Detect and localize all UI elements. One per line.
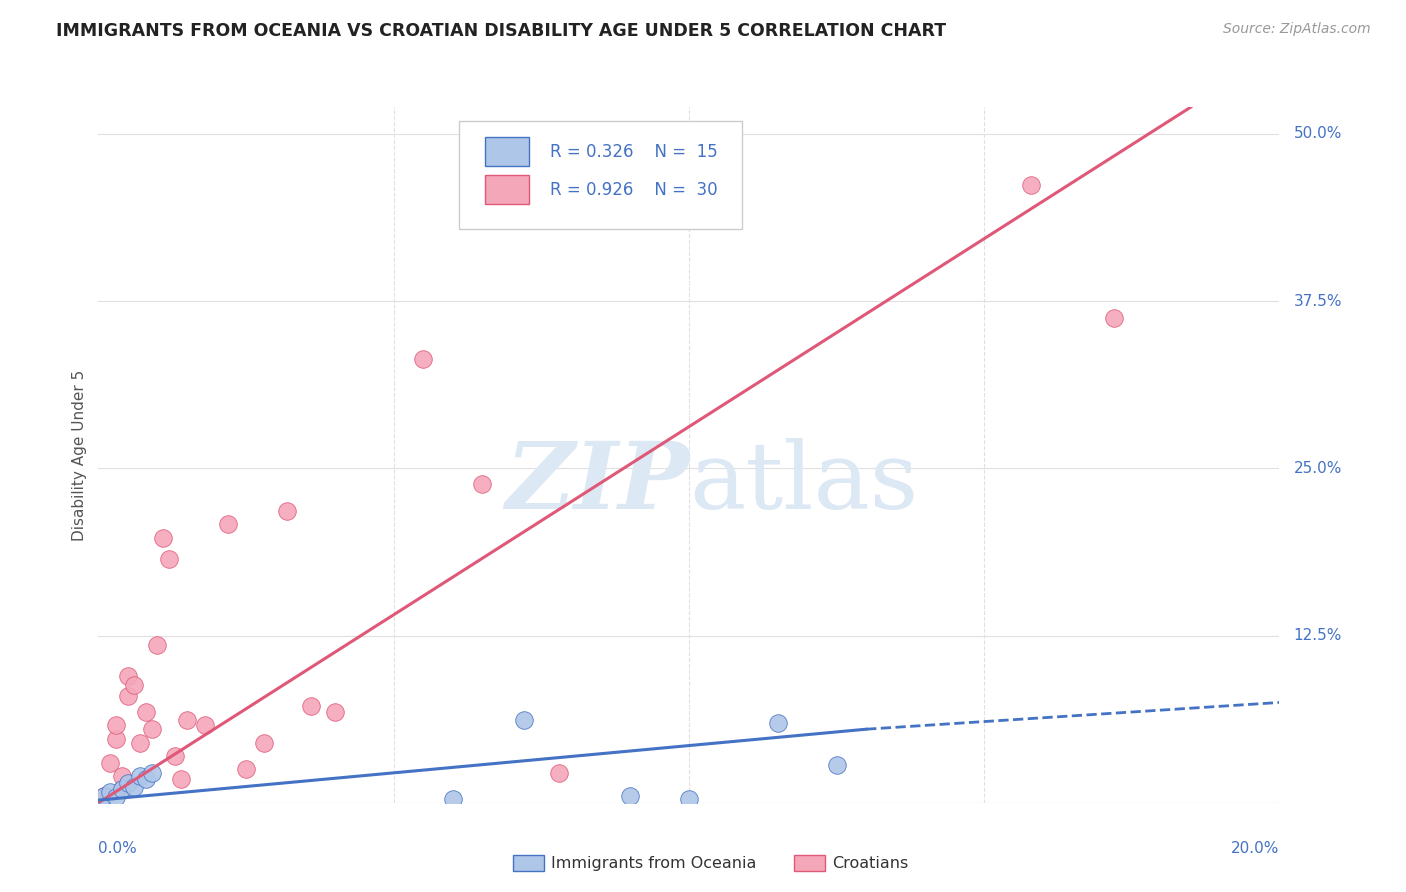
Point <box>122 678 145 692</box>
Text: 12.5%: 12.5% <box>1294 628 1341 643</box>
Point <box>117 775 139 790</box>
Point <box>165 749 187 764</box>
Text: R = 0.926    N =  30: R = 0.926 N = 30 <box>550 181 717 199</box>
Point <box>111 782 134 797</box>
Point <box>135 772 157 786</box>
Point <box>276 504 298 518</box>
Point <box>111 782 134 797</box>
Point <box>105 790 128 805</box>
Point <box>170 772 193 786</box>
Point <box>548 766 571 780</box>
Text: 37.5%: 37.5% <box>1294 293 1343 309</box>
Point <box>471 477 494 491</box>
Point <box>217 517 239 532</box>
Point <box>323 705 346 719</box>
Point <box>619 789 641 803</box>
Point <box>176 713 198 727</box>
Text: Immigrants from Oceania: Immigrants from Oceania <box>551 856 756 871</box>
Point <box>299 699 322 714</box>
Text: Croatians: Croatians <box>832 856 908 871</box>
FancyBboxPatch shape <box>458 121 742 229</box>
Point <box>512 713 534 727</box>
Point <box>122 780 145 794</box>
Point <box>766 715 789 730</box>
Point <box>105 731 128 746</box>
Point <box>441 792 464 806</box>
Text: 25.0%: 25.0% <box>1294 461 1341 475</box>
Point <box>253 735 276 749</box>
Point <box>825 758 848 772</box>
Point <box>135 705 157 719</box>
Text: atlas: atlas <box>689 438 918 528</box>
Text: Source: ZipAtlas.com: Source: ZipAtlas.com <box>1223 22 1371 37</box>
Point <box>157 552 180 566</box>
Point <box>117 689 139 703</box>
Point <box>128 735 150 749</box>
Point <box>194 718 217 732</box>
Point <box>117 669 139 683</box>
Text: R = 0.326    N =  15: R = 0.326 N = 15 <box>550 143 717 161</box>
Point <box>98 785 121 799</box>
Point <box>412 351 434 366</box>
Point <box>93 789 115 803</box>
Point <box>141 723 163 737</box>
Point <box>98 756 121 770</box>
Text: ZIP: ZIP <box>505 438 689 528</box>
Point <box>146 638 169 652</box>
Point <box>235 762 257 776</box>
Point <box>111 769 134 783</box>
FancyBboxPatch shape <box>485 175 530 204</box>
Point <box>678 792 700 806</box>
Point <box>105 718 128 732</box>
Point <box>1021 178 1043 192</box>
Text: 0.0%: 0.0% <box>98 841 138 856</box>
Text: 50.0%: 50.0% <box>1294 127 1341 141</box>
Point <box>93 789 115 803</box>
Point <box>141 766 163 780</box>
Point <box>128 769 150 783</box>
Text: IMMIGRANTS FROM OCEANIA VS CROATIAN DISABILITY AGE UNDER 5 CORRELATION CHART: IMMIGRANTS FROM OCEANIA VS CROATIAN DISA… <box>56 22 946 40</box>
Y-axis label: Disability Age Under 5: Disability Age Under 5 <box>72 369 87 541</box>
Point <box>152 531 174 545</box>
Point <box>1102 311 1125 326</box>
Text: 20.0%: 20.0% <box>1232 841 1279 856</box>
FancyBboxPatch shape <box>485 137 530 166</box>
